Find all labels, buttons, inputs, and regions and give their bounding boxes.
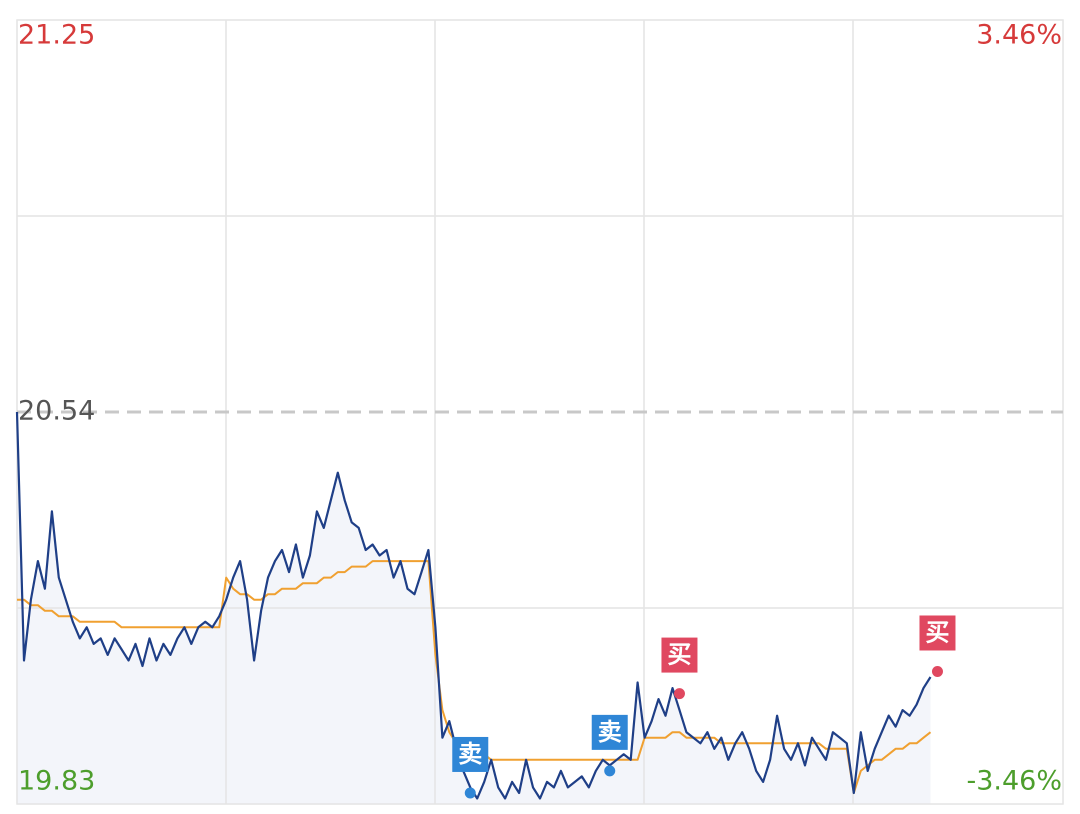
marker-label: 卖 xyxy=(458,740,482,768)
marker-box xyxy=(661,637,698,673)
marker-dot xyxy=(464,787,476,799)
marker-box xyxy=(919,615,956,651)
marker-label: 卖 xyxy=(598,718,622,746)
y-tick-label: 21.25 xyxy=(18,20,95,51)
marker-box xyxy=(591,714,628,750)
marker-dot xyxy=(931,665,943,677)
marker-dot xyxy=(604,765,616,777)
y-tick-label: 19.83 xyxy=(18,766,95,797)
y2-tick-label: -3.46% xyxy=(966,766,1062,797)
marker-box xyxy=(452,736,489,772)
marker-label: 买 xyxy=(925,618,949,646)
marker-dot xyxy=(673,688,685,700)
marker-label: 买 xyxy=(667,641,691,669)
y2-tick-label: 3.46% xyxy=(976,20,1062,51)
price-area xyxy=(17,412,931,804)
y-tick-label: 20.54 xyxy=(18,396,95,427)
